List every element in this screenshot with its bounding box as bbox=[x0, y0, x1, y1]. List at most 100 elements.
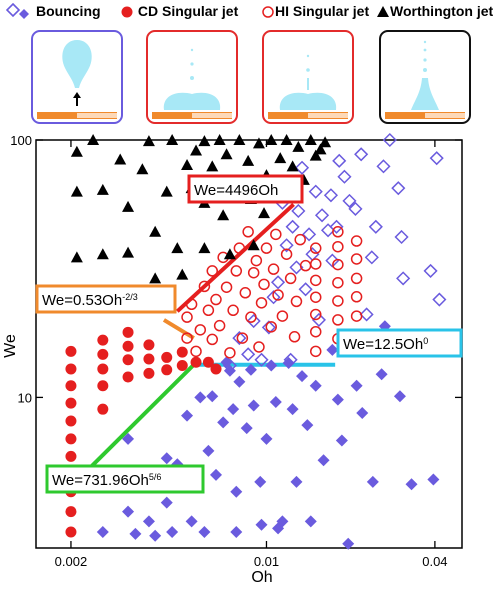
panel-bouncing bbox=[31, 30, 123, 124]
bouncing-point-open bbox=[396, 271, 411, 286]
bouncing-point bbox=[296, 370, 309, 383]
bouncing-point-open bbox=[254, 352, 269, 367]
label-we-4496oh-text: We=4496Oh bbox=[194, 182, 278, 199]
bouncing-point-open bbox=[270, 275, 286, 290]
worthington-illustration bbox=[385, 40, 465, 119]
x-tick-label: 0.01 bbox=[254, 554, 279, 569]
worthington-point bbox=[122, 200, 135, 212]
legend-item-bouncing: Bouncing bbox=[5, 3, 101, 21]
bouncing-point-open bbox=[314, 208, 330, 223]
hi-singular-point bbox=[309, 308, 322, 321]
worthington-point bbox=[70, 185, 83, 197]
bouncing-point bbox=[405, 478, 418, 491]
worthington-point bbox=[242, 154, 255, 166]
bouncing-point-open bbox=[382, 132, 397, 148]
worthington-point bbox=[114, 153, 127, 165]
worthington-point bbox=[70, 251, 83, 263]
bouncing-point bbox=[254, 475, 267, 488]
panel-hi-singular-jet bbox=[262, 30, 354, 124]
bouncing-point-open bbox=[311, 312, 326, 327]
bouncing-point bbox=[326, 343, 339, 356]
worthington-point bbox=[223, 248, 236, 260]
hi-singular-point bbox=[309, 274, 322, 287]
worthington-point bbox=[252, 137, 265, 149]
legend-label-worthington-jet: Worthington jet bbox=[390, 3, 494, 19]
hi-singular-point bbox=[309, 291, 322, 303]
worthington-point bbox=[206, 160, 219, 172]
hi-singular-point bbox=[258, 278, 270, 291]
cd-singular-point bbox=[176, 346, 188, 358]
bouncing-legend-marker bbox=[5, 3, 29, 20]
bouncing-point bbox=[217, 416, 230, 429]
bouncing-point-open bbox=[232, 331, 247, 346]
bouncing-point-open bbox=[283, 352, 298, 367]
bouncing-point bbox=[276, 515, 289, 528]
label-we-731-96oh-text: We=731.96Oh5/6 bbox=[52, 472, 161, 489]
bouncing-point-open bbox=[332, 153, 347, 168]
hi-singular-legend-marker bbox=[262, 6, 274, 19]
bouncing-point bbox=[265, 359, 278, 372]
hi-singular-point bbox=[280, 248, 293, 260]
worthington-point bbox=[149, 225, 162, 237]
hi-singular-point bbox=[194, 324, 207, 336]
bouncing-point bbox=[304, 515, 317, 528]
bouncing-point bbox=[166, 526, 179, 539]
cd-singular-point bbox=[122, 371, 134, 383]
cd-singular-point bbox=[210, 363, 222, 375]
bouncing-point bbox=[160, 452, 173, 465]
bouncing-point bbox=[290, 475, 303, 488]
cd-singular-point bbox=[161, 351, 173, 363]
cd-singular-point bbox=[97, 403, 109, 415]
bouncing-point bbox=[206, 390, 219, 403]
hi-singular-point bbox=[206, 333, 219, 346]
cd-singular-point bbox=[97, 334, 109, 346]
bouncing-point bbox=[227, 403, 240, 416]
bouncing-point bbox=[194, 391, 207, 404]
bouncing-point-open bbox=[298, 282, 313, 297]
label-we-4496oh-box bbox=[187, 174, 304, 204]
bouncing-point bbox=[142, 515, 155, 528]
worthington-point bbox=[149, 272, 162, 284]
worthington-point bbox=[96, 183, 109, 195]
regime-boundary-labels: We=4496Oh We=0.53Oh-2/3 We=12.5Oh0 We=731.9… bbox=[35, 174, 463, 494]
label-we-12-5oh-box bbox=[336, 328, 463, 358]
cd-singular-point bbox=[65, 450, 77, 462]
bouncing-point bbox=[96, 526, 109, 539]
x-tick-label: 0.002 bbox=[55, 554, 88, 569]
y-axis-label: We bbox=[2, 334, 19, 358]
bouncing-point bbox=[260, 432, 273, 445]
bouncing-point-open bbox=[222, 358, 237, 373]
cd-singular-point bbox=[65, 415, 77, 427]
hi-singular-point bbox=[181, 332, 193, 344]
hi-singular-point bbox=[202, 304, 215, 317]
bouncing-point-open bbox=[423, 263, 438, 278]
bouncing-point bbox=[198, 526, 211, 539]
hi-singular-point bbox=[227, 304, 239, 317]
cd-singular-point bbox=[143, 353, 155, 365]
worthington-point bbox=[286, 160, 299, 172]
bouncing-point-open bbox=[329, 219, 344, 234]
bouncing-point bbox=[366, 475, 379, 488]
bouncing-point bbox=[247, 399, 260, 412]
bouncing-point-open bbox=[325, 253, 340, 268]
worthington-point bbox=[176, 268, 189, 280]
cd-singular-point bbox=[190, 356, 202, 368]
bouncing-point bbox=[122, 505, 135, 518]
label-we-731-96oh-box bbox=[45, 464, 205, 494]
label-we-0-53oh-box bbox=[35, 284, 177, 314]
worthington-point bbox=[171, 242, 184, 254]
label-we-0-53oh-text: We=0.53Oh-2/3 bbox=[42, 292, 138, 309]
cd-singular-point bbox=[122, 326, 134, 338]
legend-item-worthington-jet: Worthington jet bbox=[376, 3, 493, 19]
bouncing-point bbox=[335, 434, 348, 447]
hi-singular-point bbox=[350, 253, 363, 265]
worthington-point bbox=[70, 145, 83, 157]
hi-singular-point bbox=[294, 233, 306, 246]
bouncing-point bbox=[149, 529, 162, 542]
worthington-point bbox=[198, 135, 211, 147]
worthington-legend-marker bbox=[377, 6, 389, 18]
worthington-point bbox=[136, 163, 149, 175]
hi-singular-point bbox=[332, 226, 344, 238]
legend-label-bouncing: Bouncing bbox=[36, 3, 101, 19]
worthington-point bbox=[213, 134, 226, 145]
